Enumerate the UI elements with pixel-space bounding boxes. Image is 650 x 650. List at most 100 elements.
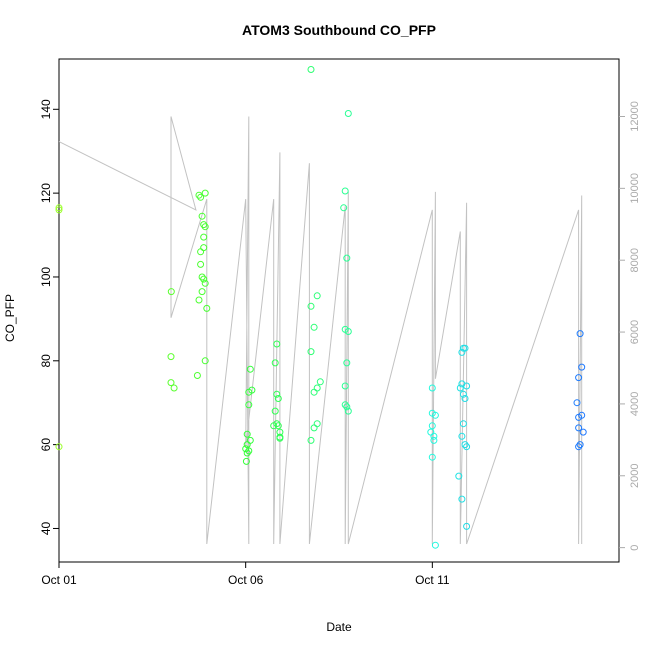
data-point — [455, 472, 463, 480]
y2-tick-label: 2000 — [629, 464, 641, 488]
data-point — [167, 379, 175, 387]
data-point — [576, 441, 584, 449]
data-point — [313, 420, 321, 428]
data-point — [167, 288, 175, 296]
data-point — [195, 191, 203, 199]
data-point — [307, 302, 315, 310]
y2-tick-label: 8000 — [629, 248, 641, 272]
data-point — [273, 390, 281, 398]
y-tick-label: 100 — [39, 267, 53, 287]
data-point — [198, 212, 206, 220]
y2-tick-label: 6000 — [629, 320, 641, 344]
y-axis-label: CO_PFP — [3, 294, 17, 342]
data-point — [344, 407, 352, 415]
data-point — [341, 187, 349, 195]
data-point — [575, 424, 583, 432]
data-point — [463, 382, 471, 390]
data-point — [461, 395, 469, 402]
x-axis: Oct 01 Oct 06 Oct 11 — [41, 562, 450, 587]
data-point — [246, 365, 254, 373]
y-axis-left: 40 60 80 100 120 140 — [39, 99, 59, 535]
data-point — [343, 254, 351, 262]
data-point — [458, 432, 466, 440]
data-point — [340, 204, 348, 212]
data-point — [200, 233, 208, 241]
data-point — [197, 193, 205, 201]
data-point — [197, 248, 205, 256]
data-point — [245, 388, 253, 396]
y2-tick-label: 4000 — [629, 392, 641, 416]
data-point — [271, 359, 279, 367]
data-point — [344, 328, 352, 335]
data-point — [344, 110, 352, 117]
data-point — [271, 407, 279, 415]
data-point — [197, 260, 205, 268]
data-point — [456, 384, 464, 392]
data-point — [245, 401, 253, 409]
data-point — [579, 428, 587, 436]
data-point — [463, 522, 471, 530]
data-point — [201, 189, 209, 197]
data-point — [461, 441, 469, 449]
data-point — [242, 457, 250, 465]
data-point — [428, 384, 436, 392]
data-point — [307, 348, 315, 356]
data-point — [459, 390, 467, 398]
data-point — [55, 443, 63, 451]
data-point — [201, 223, 209, 231]
data-point — [198, 288, 206, 296]
data-point — [458, 495, 466, 503]
data-point — [573, 399, 581, 407]
y2-tick-label: 10000 — [629, 173, 641, 204]
y-tick-label: 80 — [39, 354, 53, 368]
data-point — [431, 411, 439, 419]
y-tick-label: 140 — [39, 99, 53, 119]
data-point — [203, 304, 211, 312]
y-tick-label: 120 — [39, 183, 53, 203]
chart-title: ATOM3 Southbound CO_PFP — [242, 22, 436, 38]
data-point — [343, 403, 351, 411]
data-point — [55, 206, 63, 214]
x-tick-label: Oct 01 — [41, 573, 77, 587]
data-point — [274, 395, 282, 402]
data-point — [310, 388, 318, 396]
data-point — [578, 363, 586, 371]
plot-frame — [58, 58, 620, 563]
data-point — [170, 384, 178, 392]
data-point — [195, 296, 203, 304]
y-axis-right: 0 2000 4000 6000 8000 10000 12000 — [619, 101, 641, 551]
points-layer — [55, 66, 587, 549]
data-point — [341, 382, 349, 390]
data-point — [243, 441, 251, 449]
data-point — [193, 372, 201, 379]
data-point — [307, 66, 315, 73]
y-tick-label: 60 — [39, 438, 53, 452]
data-point — [428, 453, 436, 461]
data-point — [198, 273, 206, 281]
x-tick-label: Oct 11 — [415, 573, 450, 587]
data-point — [274, 422, 282, 430]
data-point — [307, 436, 315, 444]
data-point — [245, 447, 253, 455]
data-point — [576, 330, 584, 338]
data-point — [343, 359, 351, 367]
data-point — [200, 275, 208, 283]
data-point — [276, 434, 284, 442]
data-point — [341, 401, 349, 409]
data-point — [316, 378, 324, 386]
data-point — [430, 436, 438, 444]
data-point — [575, 443, 583, 451]
data-point — [270, 422, 278, 430]
data-point — [200, 244, 208, 252]
altitude-line-layer — [58, 116, 583, 545]
x-tick-label: Oct 06 — [228, 573, 264, 587]
data-point — [310, 424, 318, 432]
data-point — [430, 432, 438, 440]
data-point — [428, 422, 436, 430]
altitude-line — [58, 116, 583, 545]
data-point — [575, 374, 583, 382]
data-point — [459, 420, 467, 428]
data-point — [575, 413, 583, 421]
data-point — [201, 357, 209, 365]
